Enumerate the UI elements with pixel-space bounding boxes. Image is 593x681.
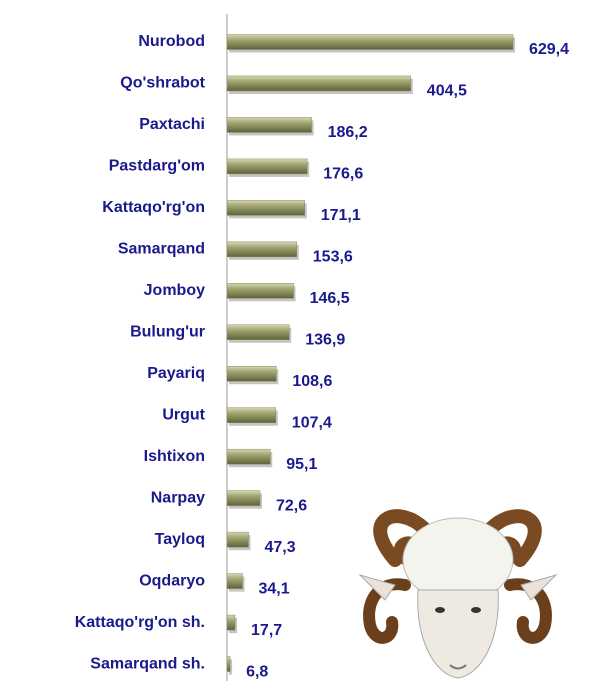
category-label: Pastdarg'om: [109, 158, 205, 175]
bar: [226, 324, 290, 341]
bar: [226, 283, 294, 299]
value-label: 404,5: [427, 83, 467, 100]
value-label: 146,5: [310, 290, 350, 307]
bar-shadow: [229, 659, 233, 675]
category-label: Payariq: [147, 365, 205, 382]
category-label: Paxtachi: [139, 116, 205, 133]
category-label: Samarqand: [118, 241, 205, 258]
value-label: 72,6: [276, 497, 307, 514]
bar: [226, 366, 277, 382]
bar: [226, 200, 305, 216]
category-label: Narpay: [151, 489, 205, 506]
category-label: Samarqand sh.: [90, 655, 205, 672]
value-label: 153,6: [313, 249, 353, 266]
bar: [226, 34, 514, 50]
value-label: 171,1: [321, 207, 361, 224]
bar: [226, 614, 236, 631]
category-label: Qo'shrabot: [120, 75, 205, 92]
value-label: 186,2: [328, 124, 368, 141]
category-label: Kattaqo'rg'on: [102, 199, 205, 216]
ram-illustration: [358, 509, 558, 679]
category-label: Oqdaryo: [139, 572, 205, 589]
category-label: Kattaqo'rg'on sh.: [75, 614, 205, 631]
bar: [226, 573, 243, 589]
value-label: 34,1: [258, 580, 289, 597]
category-label: Urgut: [162, 406, 205, 423]
bar: [226, 117, 312, 133]
bar: [226, 656, 231, 672]
bar: [226, 448, 271, 465]
bar: [226, 241, 298, 258]
value-label: 95,1: [286, 456, 317, 473]
category-label: Tayloq: [155, 531, 205, 548]
value-label: 108,6: [292, 373, 332, 390]
category-label: Nurobod: [138, 33, 205, 50]
category-label: Ishtixon: [144, 448, 205, 465]
bar: [226, 531, 249, 548]
category-label: Jomboy: [144, 282, 205, 299]
value-label: 47,3: [264, 539, 295, 556]
value-label: 176,6: [323, 166, 363, 183]
value-label: 6,8: [246, 663, 268, 680]
value-label: 136,9: [305, 332, 345, 349]
bar: [226, 75, 412, 92]
category-label: Bulung'ur: [130, 324, 205, 341]
bar: [226, 490, 261, 506]
value-label: 629,4: [529, 41, 569, 58]
bar: [226, 158, 308, 175]
bar: [226, 407, 277, 423]
value-label: 107,4: [292, 414, 332, 431]
value-label: 17,7: [251, 622, 282, 639]
